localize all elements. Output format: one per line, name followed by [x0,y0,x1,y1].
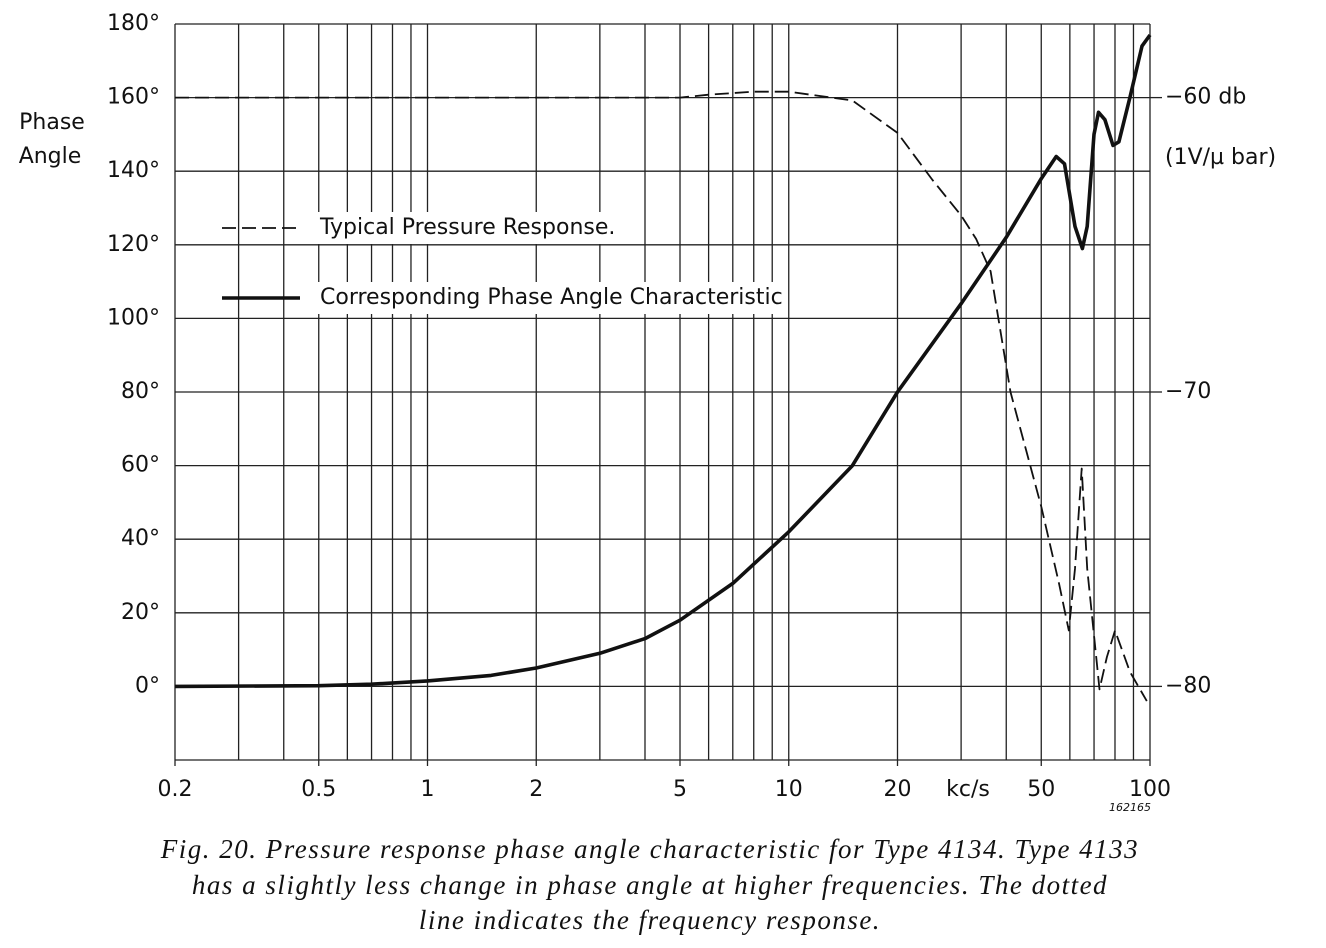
x-tick-label: 5 [673,777,687,802]
series-line [174,33,1152,689]
caption: Fig. 20. Pressure response phase angle c… [160,834,1139,864]
x-tick-label: 2 [529,777,543,802]
legend-bg [316,212,620,244]
y-tick-label: 40° [121,526,160,551]
y2-tick-label: −70 [1165,379,1211,404]
x-tick-label: 10 [775,777,803,802]
x-tick-label: 100 [1129,777,1171,802]
legend-label: Typical Pressure Response. [319,215,615,240]
x-tick-label: 0.5 [301,777,336,802]
y-axis-label: Angle [19,144,82,169]
y-tick-label: 60° [121,453,160,478]
y-tick-label: 140° [107,158,160,183]
legend-label: Corresponding Phase Angle Characteristic [320,285,783,310]
series-line [175,90,1148,702]
caption: has a slightly less change in phase angl… [192,870,1108,900]
y-tick-label: 100° [107,305,160,330]
x-tick-label: 50 [1027,777,1055,802]
x-axis-label: kc/s [946,777,990,802]
y2-tick-label: −80 [1165,673,1211,698]
y2-tick-label: −60 db [1165,85,1246,110]
x-tick-label: 1 [421,777,435,802]
x-tick-label: 20 [883,777,911,802]
x-tick-label: 0.2 [158,777,193,802]
legend-bg [316,282,787,314]
y-axis-label: Phase [19,110,85,135]
y2-axis-label: (1V/µ bar) [1165,145,1276,170]
figure-code: 162165 [1109,801,1151,814]
y-tick-label: 120° [107,232,160,257]
y-tick-label: 0° [135,673,160,698]
y-tick-label: 80° [121,379,160,404]
caption: line indicates the frequency response. [419,905,881,935]
y-tick-label: 180° [107,11,160,36]
y-tick-label: 160° [107,85,160,110]
y-tick-label: 20° [121,600,160,625]
